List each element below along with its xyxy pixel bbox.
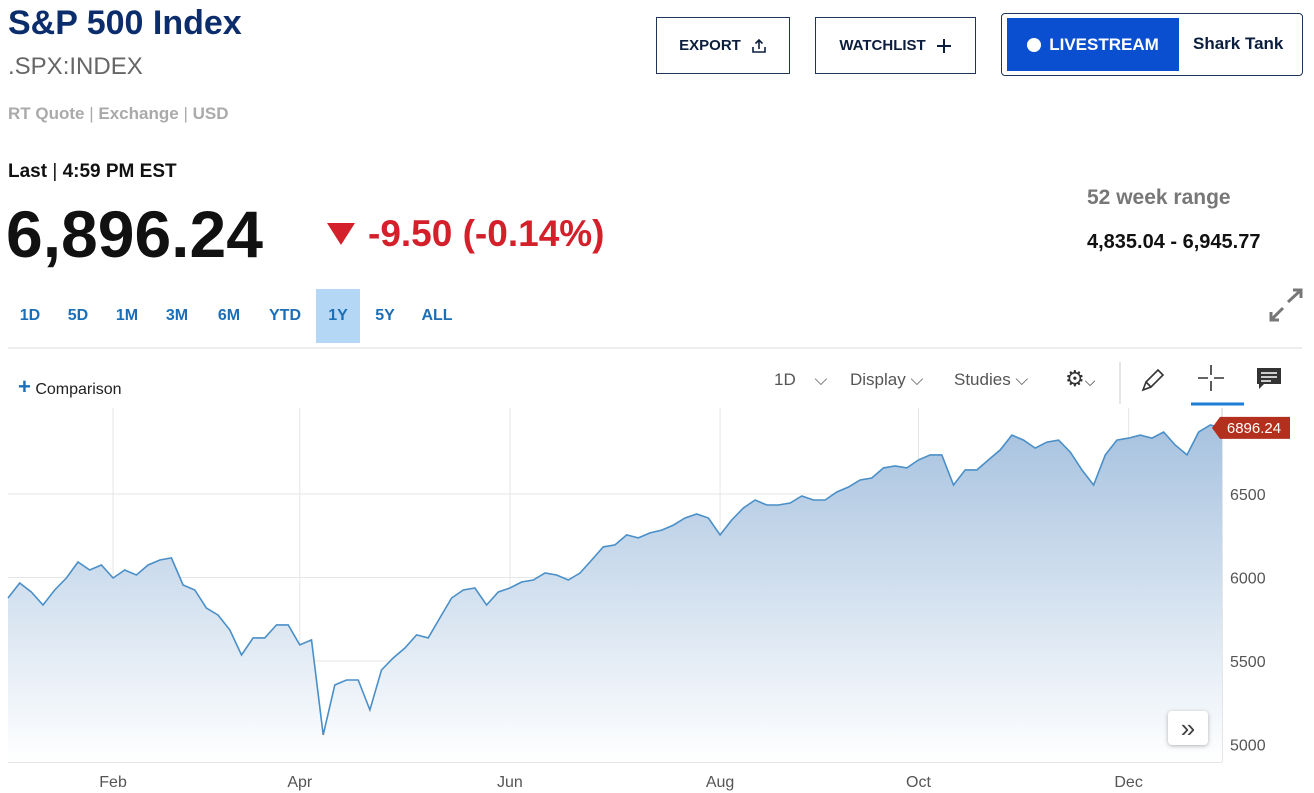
- scroll-button[interactable]: »: [1168, 711, 1208, 745]
- x-tick-label: Dec: [1114, 774, 1142, 791]
- line: [7, 424, 1223, 736]
- range-tab[interactable]: 1Y: [316, 289, 360, 343]
- x-tick-label: Apr: [287, 774, 313, 791]
- range-tab[interactable]: YTD: [269, 307, 301, 324]
- y-tick-label: 6500: [1230, 487, 1266, 504]
- range-label: 52 week range: [1087, 186, 1231, 209]
- crosshair-icon[interactable]: [1197, 364, 1225, 392]
- x-tick-label: Oct: [906, 774, 931, 791]
- time: 4:59 PM EST: [62, 161, 177, 182]
- last-time: Last | 4:59 PM EST: [8, 161, 177, 182]
- export-button[interactable]: EXPORT: [656, 17, 790, 74]
- range-tab[interactable]: 5Y: [375, 307, 395, 324]
- expand-icon[interactable]: [1268, 288, 1304, 322]
- comparison[interactable]: + Comparison: [18, 374, 122, 399]
- x-tick-label: Aug: [706, 774, 734, 791]
- label: Comparison: [35, 381, 122, 398]
- last-price-tag: [1212, 416, 1290, 439]
- draw-icon[interactable]: [1139, 366, 1167, 394]
- y-tick-label: 6000: [1230, 570, 1266, 587]
- price: 6,896.24: [6, 197, 263, 271]
- quote-info-item: Exchange: [98, 104, 179, 123]
- watchlist-button[interactable]: WATCHLIST: [815, 17, 976, 74]
- area: [8, 425, 1222, 762]
- label: WATCHLIST: [839, 37, 926, 54]
- range-value: 4,835.04 - 6,945.77: [1087, 231, 1261, 253]
- symbol: .SPX:INDEX: [8, 53, 143, 80]
- studies-menu[interactable]: Studies ⌵: [954, 370, 1029, 389]
- range-tab[interactable]: 3M: [165, 307, 189, 324]
- down-arrow: [327, 223, 355, 245]
- quote-info: RT Quote | Exchange | USD: [8, 104, 229, 123]
- comment-icon[interactable]: [1256, 367, 1284, 391]
- label: 1D: [774, 370, 796, 389]
- range-tab[interactable]: 1M: [115, 307, 139, 324]
- livestream-button[interactable]: LIVESTREAM: [1007, 18, 1179, 71]
- interval-menu[interactable]: 1D ⌵: [774, 370, 828, 389]
- show-link[interactable]: Shark Tank: [1193, 34, 1284, 53]
- settings-icon[interactable]: ⚙⌵: [1065, 366, 1096, 391]
- x-tick-label: Feb: [99, 774, 127, 791]
- y-tick-label: 5000: [1230, 737, 1266, 754]
- label: EXPORT: [679, 37, 741, 54]
- last-price-label: 6896.24: [1227, 420, 1281, 437]
- y-tick-label: 5500: [1230, 654, 1266, 671]
- label: Display: [850, 370, 906, 389]
- display-menu[interactable]: Display ⌵: [850, 370, 924, 389]
- range-tab[interactable]: 1D: [19, 307, 41, 324]
- live-box: LIVESTREAM Shark Tank: [1001, 13, 1303, 76]
- icon: [752, 38, 766, 53]
- range-tab[interactable]: 6M: [217, 307, 241, 324]
- change: -9.50 (-0.14%): [368, 213, 605, 254]
- label: LIVESTREAM: [1049, 34, 1159, 54]
- quote-info-item: RT Quote: [8, 104, 85, 123]
- x-tick-label: Jun: [497, 774, 523, 791]
- label: Studies: [954, 370, 1011, 389]
- quote-info-item: USD: [192, 104, 229, 123]
- range-tab[interactable]: ALL: [421, 307, 453, 324]
- title: S&P 500 Index: [8, 4, 242, 42]
- last-label: Last: [8, 161, 48, 182]
- icon: [936, 38, 951, 53]
- range-tab[interactable]: 5D: [67, 307, 89, 324]
